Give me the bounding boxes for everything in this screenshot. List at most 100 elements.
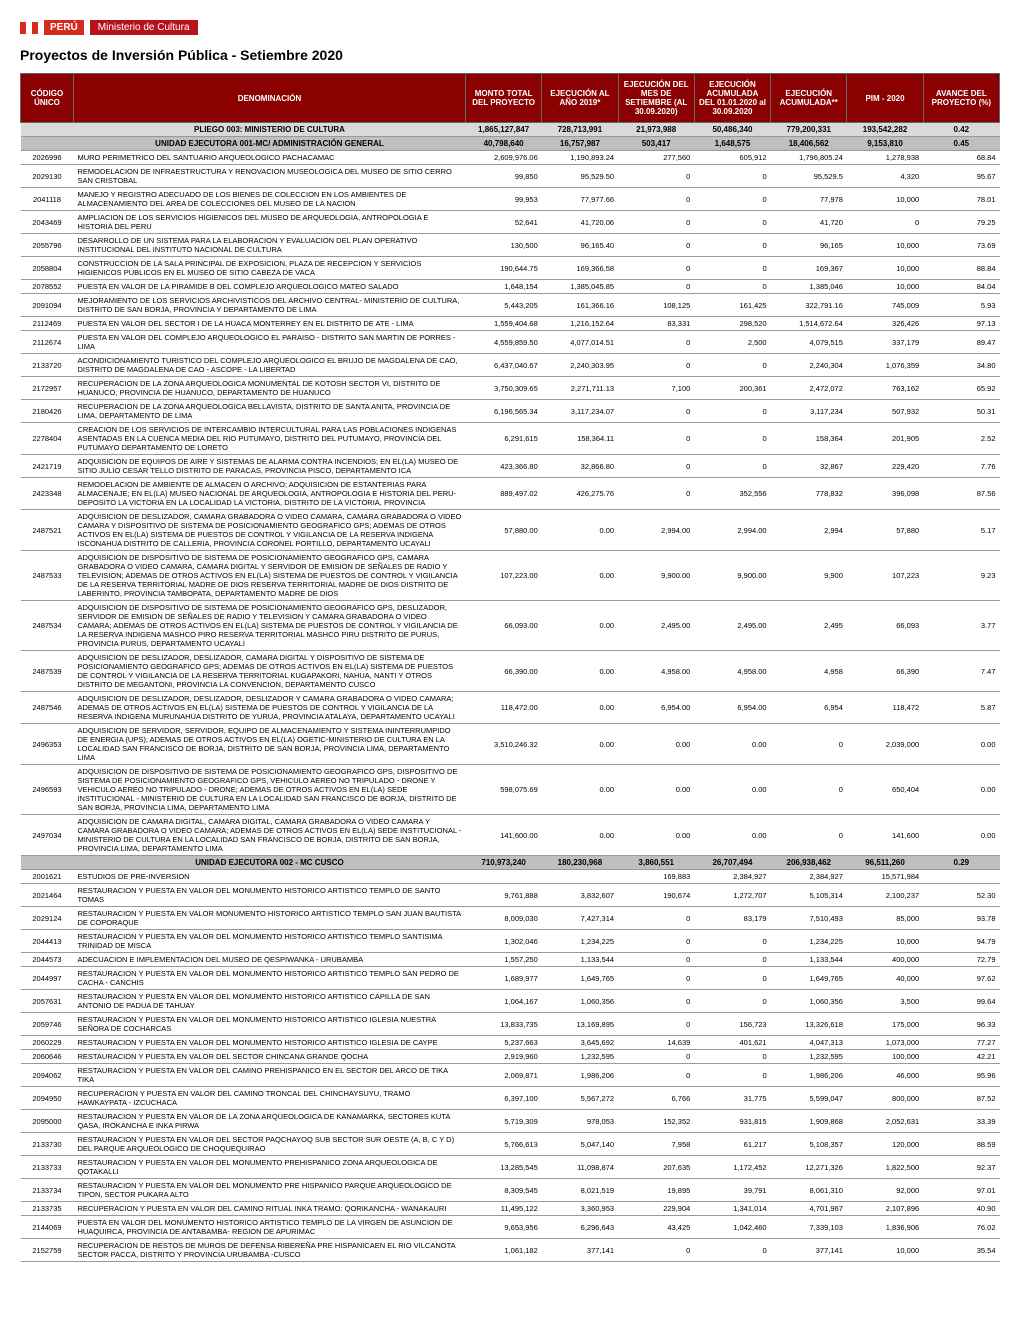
cell-value: 83,179 <box>694 907 770 930</box>
table-row: UNIDAD EJECUTORA 001-MC/ ADMINISTRACIÓN … <box>21 137 1000 151</box>
table-body: PLIEGO 003: MINISTERIO DE CULTURA1,865,1… <box>21 123 1000 1262</box>
cell-value: 39,791 <box>694 1179 770 1202</box>
cell-value: 0 <box>694 400 770 423</box>
cell-code: 2180426 <box>21 400 74 423</box>
cell-value: 5,237,663 <box>465 1036 541 1050</box>
cell-value: 169,883 <box>618 870 694 884</box>
column-header: EJECUCIÓN ACUMULADA DEL 01.01.2020 al 30… <box>694 74 770 123</box>
cell-denom: ADECUACION E IMPLEMENTACION DEL MUSEO DE… <box>73 953 465 967</box>
cell-value: 2,052,631 <box>847 1110 923 1133</box>
cell-code: 2044997 <box>21 967 74 990</box>
cell-value: 99,953 <box>465 188 541 211</box>
cell-value: 0.00 <box>542 601 618 651</box>
cell-value: 9,900.00 <box>618 551 694 601</box>
cell-value: 79.25 <box>923 211 999 234</box>
cell-value: 1,648,154 <box>465 280 541 294</box>
table-row: 2144069PUESTA EN VALOR DEL MONUMENTO HIS… <box>21 1216 1000 1239</box>
cell-denom: AMPLIACION DE LOS SERVICIOS HIGIENICOS D… <box>73 211 465 234</box>
cell-value: 0 <box>694 930 770 953</box>
cell-value: 52.30 <box>923 884 999 907</box>
cell-value: 190,674 <box>618 884 694 907</box>
cell-value: 5.87 <box>923 692 999 724</box>
cell-value: 206,938,462 <box>771 856 847 870</box>
cell-value: 5,105,314 <box>771 884 847 907</box>
cell-value: 745,009 <box>847 294 923 317</box>
table-row: 2078552PUESTA EN VALOR DE LA PIRAMIDE B … <box>21 280 1000 294</box>
cell-value: 40,798,640 <box>465 137 541 151</box>
cell-value: 0 <box>618 280 694 294</box>
cell-value: 141,600 <box>847 815 923 856</box>
cell-denom: ADQUISICION DE DISPOSITIVO DE SISTEMA DE… <box>73 765 465 815</box>
cell-value: 322,791.16 <box>771 294 847 317</box>
cell-code: 2021464 <box>21 884 74 907</box>
cell-value: 1,234,225 <box>542 930 618 953</box>
column-header: EJECUCIÓN AL AÑO 2019* <box>542 74 618 123</box>
cell-value: 0 <box>694 990 770 1013</box>
cell-value: 6,954.00 <box>618 692 694 724</box>
cell-denom: ADQUISICION DE DESLIZADOR, CAMARA GRABAD… <box>73 510 465 551</box>
cell-value: 1,234,225 <box>771 930 847 953</box>
cell-code: 2172957 <box>21 377 74 400</box>
cell-code <box>21 137 74 151</box>
cell-denom: ACONDICIONAMIENTO TURISTICO DEL COMPLEJO… <box>73 354 465 377</box>
cell-value: 6,296,643 <box>542 1216 618 1239</box>
cell-value: 66,093 <box>847 601 923 651</box>
cell-value: 0 <box>618 188 694 211</box>
cell-value: 7,427,314 <box>542 907 618 930</box>
cell-value: 1,341,014 <box>694 1202 770 1216</box>
cell-value: 1,216,152.64 <box>542 317 618 331</box>
cell-value: 1,278,938 <box>847 151 923 165</box>
cell-denom: RESTAURACION Y PUESTA EN VALOR DEL MONUM… <box>73 967 465 990</box>
table-row: 2059746RESTAURACION Y PUESTA EN VALOR DE… <box>21 1013 1000 1036</box>
cell-code: 2423348 <box>21 478 74 510</box>
cell-value: 5,047,140 <box>542 1133 618 1156</box>
cell-value: 0 <box>618 930 694 953</box>
cell-value: 5,599,047 <box>771 1087 847 1110</box>
cell-value: 107,223.00 <box>465 551 541 601</box>
cell-value: 0 <box>618 1013 694 1036</box>
cell-value: 99,850 <box>465 165 541 188</box>
cell-denom: MURO PERIMETRICO DEL SANTUARIO ARQUEOLOG… <box>73 151 465 165</box>
cell-value: 0 <box>694 280 770 294</box>
table-row: 2091094MEJORAMIENTO DE LOS SERVICIOS ARC… <box>21 294 1000 317</box>
cell-value: 0 <box>694 1050 770 1064</box>
cell-value: 1,865,127,847 <box>465 123 541 137</box>
cell-denom: RESTAURACION Y PUESTA EN VALOR DEL MONUM… <box>73 884 465 907</box>
cell-value: 2,994.00 <box>618 510 694 551</box>
cell-value: 1,559,404.68 <box>465 317 541 331</box>
cell-value: 298,520 <box>694 317 770 331</box>
cell-value: 1,689,977 <box>465 967 541 990</box>
table-row: 2487546ADQUISICION DE DESLIZADOR, DESLIZ… <box>21 692 1000 724</box>
cell-value: 4,559,859.50 <box>465 331 541 354</box>
cell-value: 141,600.00 <box>465 815 541 856</box>
cell-value: 7,339,103 <box>771 1216 847 1239</box>
cell-value: 2,994.00 <box>694 510 770 551</box>
cell-value: 12,271,326 <box>771 1156 847 1179</box>
cell-value: 158,364.11 <box>542 423 618 455</box>
cell-code: 2487534 <box>21 601 74 651</box>
cell-value: 0 <box>618 953 694 967</box>
cell-value: 40.90 <box>923 1202 999 1216</box>
cell-value: 118,472 <box>847 692 923 724</box>
cell-value: 9,761,888 <box>465 884 541 907</box>
cell-value: 5,719,309 <box>465 1110 541 1133</box>
cell-denom: REMODELACION DE INFRAESTRUCTURA Y RENOVA… <box>73 165 465 188</box>
cell-value: 0.00 <box>923 815 999 856</box>
cell-value: 66,390.00 <box>465 651 541 692</box>
cell-value: 13,326,618 <box>771 1013 847 1036</box>
cell-value: 401,621 <box>694 1036 770 1050</box>
cell-value: 2,472,072 <box>771 377 847 400</box>
cell-denom: ESTUDIOS DE PRE-INVERSION <box>73 870 465 884</box>
cell-value: 3,117,234.07 <box>542 400 618 423</box>
cell-value: 96.33 <box>923 1013 999 1036</box>
cell-value: 11,098,874 <box>542 1156 618 1179</box>
cell-value: 4,958 <box>771 651 847 692</box>
cell-code: 2029130 <box>21 165 74 188</box>
cell-value: 156,723 <box>694 1013 770 1036</box>
cell-value: 0.00 <box>618 724 694 765</box>
column-header: EJECUCIÓN DEL MES DE SETIEMBRE (AL 30.09… <box>618 74 694 123</box>
cell-value: 87.56 <box>923 478 999 510</box>
cell-value: 207,635 <box>618 1156 694 1179</box>
cell-value: 710,973,240 <box>465 856 541 870</box>
cell-value: 0.00 <box>618 815 694 856</box>
